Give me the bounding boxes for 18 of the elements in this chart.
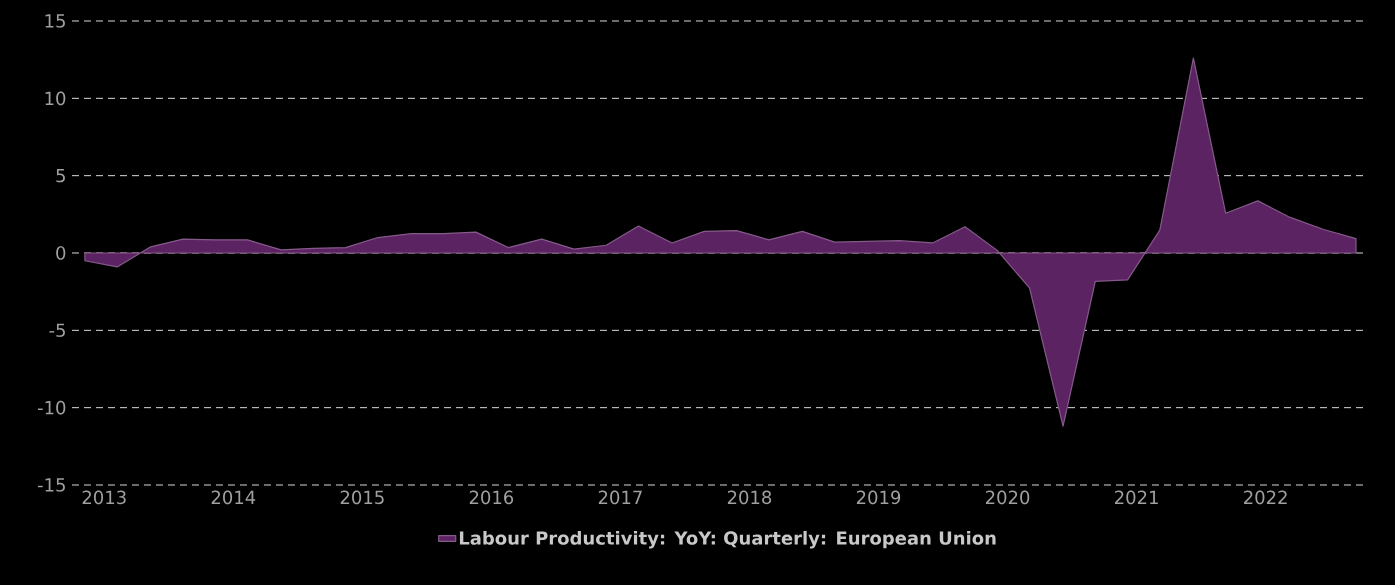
x-tick-label: 2019 [856,490,901,505]
y-tick-label: 15 [45,14,65,28]
y-tick-label: -10 [37,400,66,415]
x-tick-label: 2022 [1244,490,1287,505]
x-tick-label: 2013 [82,490,126,505]
x-tick-label: 2020 [985,490,1030,505]
legend-label: Labour Productivity: YoY: Quarterly: European Union [459,530,996,549]
x-tick-label: 2015 [340,490,384,505]
y-tick-label: -5 [49,323,65,338]
x-tick-label: 2017 [598,490,642,505]
x-tick-label: 2021 [1115,490,1158,505]
y-tick-label: 0 [56,246,66,260]
y-tick-label: 5 [56,168,65,183]
y-tick-label: -15 [37,478,65,492]
y-tick-label: 10 [45,91,66,106]
x-tick-label: 2016 [469,490,514,505]
x-tick-label: 2018 [727,490,772,505]
x-tick-label: 2014 [211,490,256,505]
